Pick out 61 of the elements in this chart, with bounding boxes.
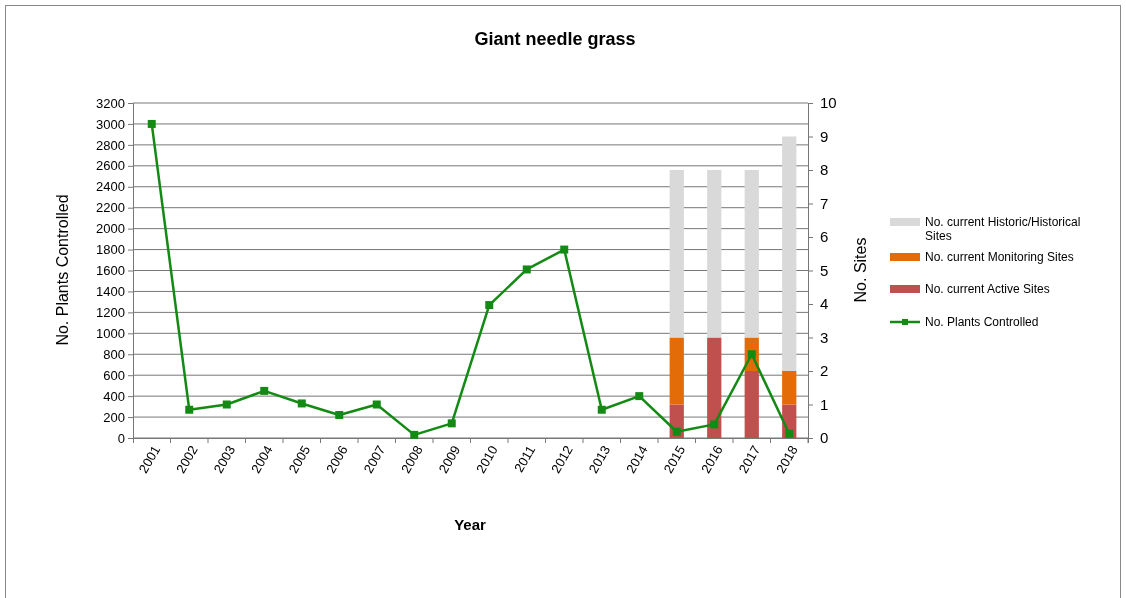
y2-tick-label: 10 <box>820 94 837 112</box>
y-tick-label: 1800 <box>96 242 125 258</box>
y2-tick-label: 5 <box>820 261 829 279</box>
point <box>560 245 569 254</box>
y2-tick-label: 0 <box>820 429 829 447</box>
y2-tick-label: 8 <box>820 161 829 179</box>
y2-tick-label: 2 <box>820 362 829 380</box>
y-tick-label: 1600 <box>96 263 125 279</box>
y-tick-label: 200 <box>103 409 125 425</box>
y2-axis-title: No. Sites <box>852 237 869 303</box>
bar <box>707 170 722 338</box>
point <box>785 429 794 438</box>
point <box>672 427 681 436</box>
x-axis-title: Year <box>454 516 487 533</box>
point <box>635 392 644 401</box>
y-tick-label: 2800 <box>96 137 125 153</box>
y-tick-label: 400 <box>103 388 125 404</box>
y-tick-label: 600 <box>103 367 125 383</box>
point <box>597 405 606 414</box>
bar <box>782 136 797 371</box>
point <box>335 410 344 419</box>
y-tick-label: 3000 <box>96 116 125 132</box>
point <box>185 405 194 414</box>
y-tick-label: 2400 <box>96 179 125 195</box>
point <box>372 400 381 409</box>
point <box>522 265 531 274</box>
legend-label: No. Plants Controlled <box>925 315 1039 329</box>
legend-label: No. current Active Sites <box>925 282 1050 296</box>
bar <box>744 371 759 438</box>
bar <box>782 371 797 405</box>
y-tick-label: 0 <box>117 430 125 446</box>
bar <box>707 337 722 438</box>
y-tick-label: 1400 <box>96 284 125 300</box>
point <box>485 301 494 310</box>
y2-tick-label: 6 <box>820 228 829 246</box>
y-tick-label: 2200 <box>96 200 125 216</box>
legend-label: No. current Historic/Historical Sites <box>925 215 1081 244</box>
y2-tick-label: 7 <box>820 194 829 212</box>
y-tick-label: 2600 <box>96 158 125 174</box>
bar <box>744 170 759 338</box>
y-tick-label: 1200 <box>96 305 125 321</box>
y-tick-label: 3200 <box>96 95 125 111</box>
point <box>260 386 269 395</box>
point <box>710 420 719 429</box>
point <box>147 119 156 128</box>
y2-tick-label: 4 <box>820 295 829 313</box>
y2-tick-label: 3 <box>820 328 829 346</box>
y-tick-label: 1000 <box>96 325 125 341</box>
point <box>222 400 231 409</box>
y2-tick-label: 9 <box>820 127 829 145</box>
bar <box>669 170 684 338</box>
bar <box>669 337 684 405</box>
y2-tick-label: 1 <box>820 395 829 413</box>
y-tick-label: 800 <box>103 346 125 362</box>
y-tick-label: 2000 <box>96 221 125 237</box>
point <box>410 430 419 439</box>
y-axis-title: No. Plants Controlled <box>54 194 71 346</box>
legend-label: No. current Monitoring Sites <box>925 250 1074 264</box>
point <box>297 399 306 408</box>
point <box>447 419 456 428</box>
chart-title: Giant needle grass <box>474 29 636 49</box>
